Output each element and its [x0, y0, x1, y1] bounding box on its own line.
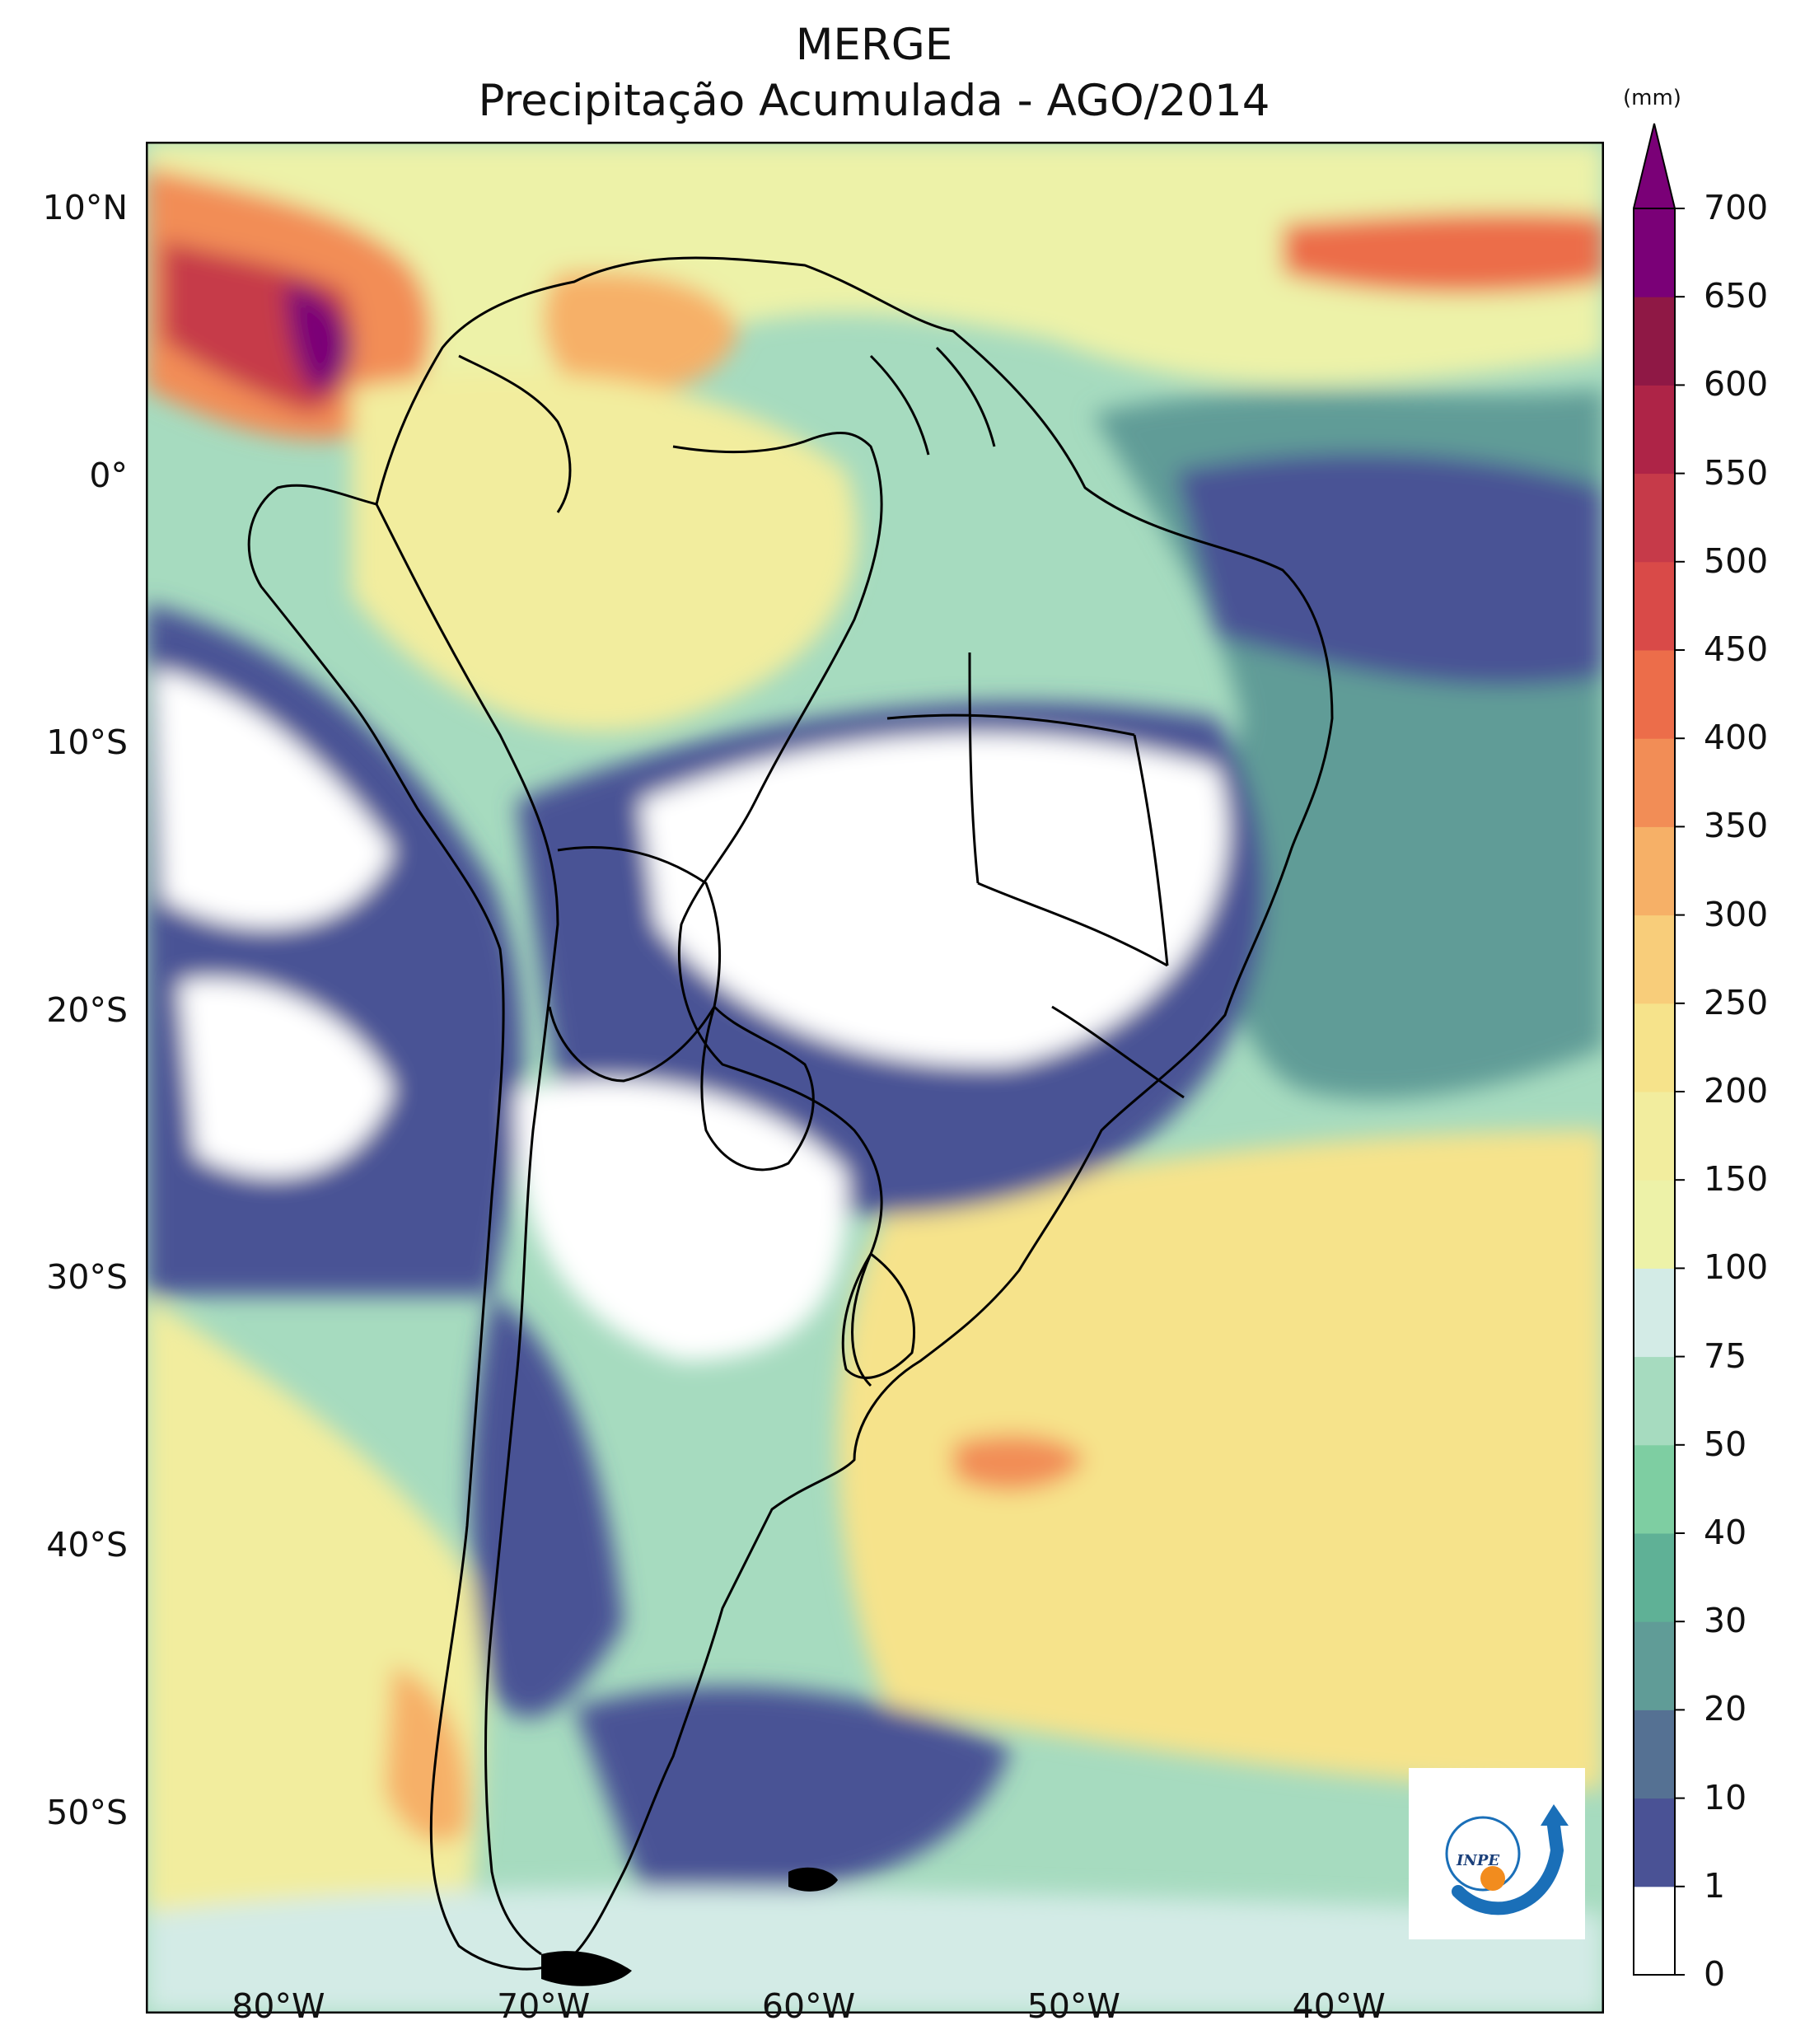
brazil-border	[672, 431, 883, 1387]
colorbar-level-label: 150	[1704, 1159, 1769, 1200]
colorbar-level-label: 100	[1704, 1247, 1769, 1288]
field-south-atlantic-orange	[953, 1434, 1085, 1491]
islands	[541, 1867, 838, 1986]
colorbar-segment	[1634, 1092, 1675, 1181]
colorbar-level-label: 10	[1704, 1777, 1747, 1817]
colorbar-segment	[1634, 738, 1675, 827]
tierra-del-fuego	[541, 1951, 632, 1986]
falklands	[788, 1867, 838, 1892]
field-atlantic-blue	[1176, 453, 1604, 686]
field-south-atlantic-yellow	[838, 1130, 1604, 1789]
field-venezuela-wet	[543, 271, 739, 395]
field-north-band	[146, 142, 1604, 430]
south-america-coastline	[247, 256, 1334, 1971]
colorbar-level-label: 300	[1704, 894, 1769, 934]
colorbar-segment	[1634, 1444, 1675, 1534]
lat-tick-label: 50°S	[46, 1792, 128, 1832]
colorbar-level-label: 700	[1704, 188, 1769, 227]
colombia-venezuela-border	[458, 354, 572, 513]
colorbar-level-label: 40	[1704, 1513, 1747, 1552]
brazil-states-a	[886, 652, 1169, 966]
field-atlantic-north-wet	[1283, 212, 1604, 293]
colorbar-level-label: 500	[1704, 540, 1769, 581]
lat-tick-label: 0°	[89, 455, 128, 495]
lon-tick-label: 70°W	[497, 1986, 591, 2026]
precipitation-map	[146, 142, 1604, 2014]
andes-border	[375, 503, 559, 1956]
field-patagonia-dry	[574, 1686, 1011, 1896]
lon-tick-label: 60°W	[761, 1986, 856, 2026]
lon-tick-label: 80°W	[231, 1986, 325, 2026]
colorbar-segment	[1634, 650, 1675, 739]
field-south-chile-wet	[385, 1666, 469, 1842]
colorbar-segment	[1634, 826, 1675, 916]
colorbar-extend-arrow	[1633, 123, 1676, 209]
colorbar-level-label: 200	[1704, 1071, 1769, 1111]
colorbar-level-label: 50	[1704, 1424, 1747, 1464]
colorbar-unit: (mm)	[1623, 86, 1681, 110]
colorbar-segment	[1634, 297, 1675, 386]
colorbar-segment	[1634, 208, 1675, 297]
colorbar-segment	[1634, 1798, 1675, 1887]
field-andes-dry	[470, 1295, 624, 1718]
colorbar-segment	[1634, 1180, 1675, 1269]
colorbar-segment	[1634, 1356, 1675, 1446]
colorbar-level-label: 650	[1704, 276, 1769, 316]
colorbar-segment	[1634, 1710, 1675, 1799]
lon-tick-label: 50°W	[1026, 1986, 1120, 2026]
colorbar-segment	[1634, 561, 1675, 651]
field-pacific-white-a	[154, 669, 393, 928]
field-far-south	[146, 1887, 1604, 2014]
colorbar-level-label: 600	[1704, 364, 1769, 405]
colorbar	[1633, 123, 1685, 1976]
colorbar-segment	[1634, 473, 1675, 563]
map-subtitle: Precipitação Acumulada - AGO/2014	[478, 76, 1270, 126]
field-chaco-white	[516, 1079, 848, 1361]
guianas-border	[869, 346, 996, 456]
coastlines	[247, 256, 1334, 1971]
colorbar-level-label: 1	[1704, 1865, 1726, 1906]
colorbar-level-label: 250	[1704, 982, 1769, 1022]
logo-text: INPE	[1456, 1852, 1499, 1869]
colorbar-level-label: 450	[1704, 629, 1769, 669]
field-colombia-peak	[286, 282, 352, 391]
logo-sun	[1480, 1866, 1505, 1891]
colorbar-segment	[1634, 1003, 1675, 1092]
field-central-white	[640, 734, 1227, 1065]
paraguay-border	[700, 1005, 815, 1172]
colorbar-segment	[1634, 1621, 1675, 1710]
colorbar-segment	[1634, 1268, 1675, 1358]
map-title: MERGE	[795, 20, 953, 70]
colorbar-level-label: 30	[1704, 1601, 1747, 1641]
colorbar-level-label: 550	[1704, 452, 1769, 493]
colorbar-level-label: 20	[1704, 1689, 1747, 1729]
inpe-logo: INPE	[1409, 1768, 1585, 1939]
field-pacific-south-yellow	[146, 1295, 483, 2014]
colorbar-level-label: 400	[1704, 718, 1769, 758]
logo-orbit	[1445, 1816, 1521, 1892]
lat-tick-label: 30°S	[46, 1257, 128, 1298]
colorbar-level-label: 0	[1704, 1954, 1726, 1994]
colorbar-segment	[1634, 1533, 1675, 1622]
lon-tick-label: 40°W	[1292, 1986, 1386, 2026]
lat-tick-label: 10°N	[42, 188, 128, 228]
colorbar-segment	[1634, 1886, 1675, 1976]
logo-swoosh	[1452, 1819, 1564, 1915]
colorbar-level-label: 75	[1704, 1335, 1747, 1376]
field-pacific-white-b	[179, 979, 393, 1176]
lat-tick-label: 40°S	[46, 1525, 128, 1565]
colorbar-segment	[1634, 914, 1675, 1004]
brazil-states-b	[977, 882, 1185, 1099]
lat-tick-label: 20°S	[46, 989, 128, 1030]
map-frame	[146, 142, 1604, 2014]
colorbar-segment	[1634, 385, 1675, 475]
lat-tick-label: 10°S	[46, 723, 128, 763]
uruguay-border	[841, 1252, 916, 1379]
logo-arrow-head	[1541, 1804, 1569, 1826]
colorbar-level-label: 350	[1704, 806, 1769, 846]
field-amazon-yellow	[352, 373, 858, 732]
